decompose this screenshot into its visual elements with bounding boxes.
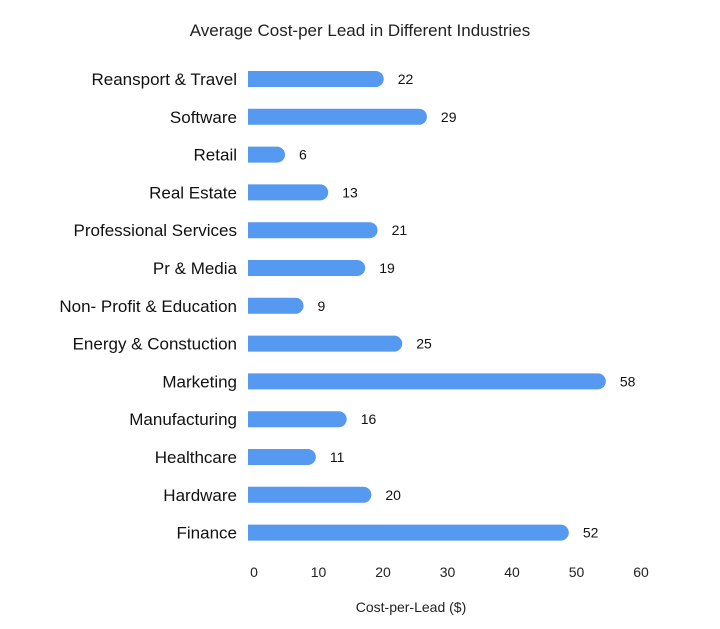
category-label-pr-media: Pr & Media <box>153 259 238 278</box>
category-label-software: Software <box>170 108 237 127</box>
bars-group: Reansport & Travel 22 Software 29 Retail 6 Rea… <box>59 70 635 543</box>
value-label-reansport-travel: 22 <box>398 71 414 87</box>
category-label-marketing: Marketing <box>162 372 237 391</box>
value-label-marketing: 58 <box>620 373 636 389</box>
x-tick-label: 50 <box>569 564 585 580</box>
value-label-pr-media: 19 <box>379 260 395 276</box>
value-label-professional-services: 21 <box>392 222 408 238</box>
bar-retail <box>248 146 286 163</box>
bar-software <box>248 108 427 125</box>
value-label-finance: 52 <box>583 525 599 541</box>
bar-energy-constuction <box>248 335 403 352</box>
value-label-non-profit-education: 9 <box>318 298 326 314</box>
category-label-hardware: Hardware <box>163 486 237 505</box>
value-label-software: 29 <box>441 109 457 125</box>
x-tick-label: 30 <box>440 564 456 580</box>
bar-professional-services <box>248 222 378 239</box>
x-axis-ticks: 0 10 20 30 40 50 60 <box>250 564 649 580</box>
category-label-retail: Retail <box>194 146 237 165</box>
bar-non-profit-education <box>248 297 304 314</box>
x-axis-title: Cost-per-Lead ($) <box>356 599 467 615</box>
value-label-retail: 6 <box>299 147 307 163</box>
category-label-healthcare: Healthcare <box>155 448 237 467</box>
value-label-energy-constuction: 25 <box>416 336 432 352</box>
x-tick-label: 60 <box>633 564 649 580</box>
bar-finance <box>248 524 569 541</box>
bar-marketing <box>248 373 606 390</box>
category-label-professional-services: Professional Services <box>74 221 237 240</box>
bar-reansport-travel <box>248 71 384 87</box>
x-tick-label: 40 <box>504 564 520 580</box>
category-label-finance: Finance <box>177 524 237 543</box>
x-tick-label: 20 <box>375 564 391 580</box>
bar-healthcare <box>248 449 316 465</box>
category-label-energy-constuction: Energy & Constuction <box>73 335 237 354</box>
category-label-reansport-travel: Reansport & Travel <box>91 70 237 89</box>
value-label-hardware: 20 <box>385 487 401 503</box>
bar-hardware <box>248 486 372 503</box>
x-tick-label: 10 <box>311 564 327 580</box>
x-tick-label: 0 <box>250 564 258 580</box>
value-label-healthcare: 11 <box>330 449 345 465</box>
category-label-manufacturing: Manufacturing <box>129 410 237 429</box>
bar-pr-media <box>248 260 366 276</box>
category-label-non-profit-education: Non- Profit & Education <box>59 297 237 316</box>
value-label-manufacturing: 16 <box>361 411 377 427</box>
bar-real-estate <box>248 184 329 201</box>
value-label-real-estate: 13 <box>342 184 358 200</box>
bar-manufacturing <box>248 411 347 428</box>
category-label-real-estate: Real Estate <box>149 183 237 202</box>
chart-title: Average Cost-per Lead in Different Indus… <box>190 21 531 40</box>
